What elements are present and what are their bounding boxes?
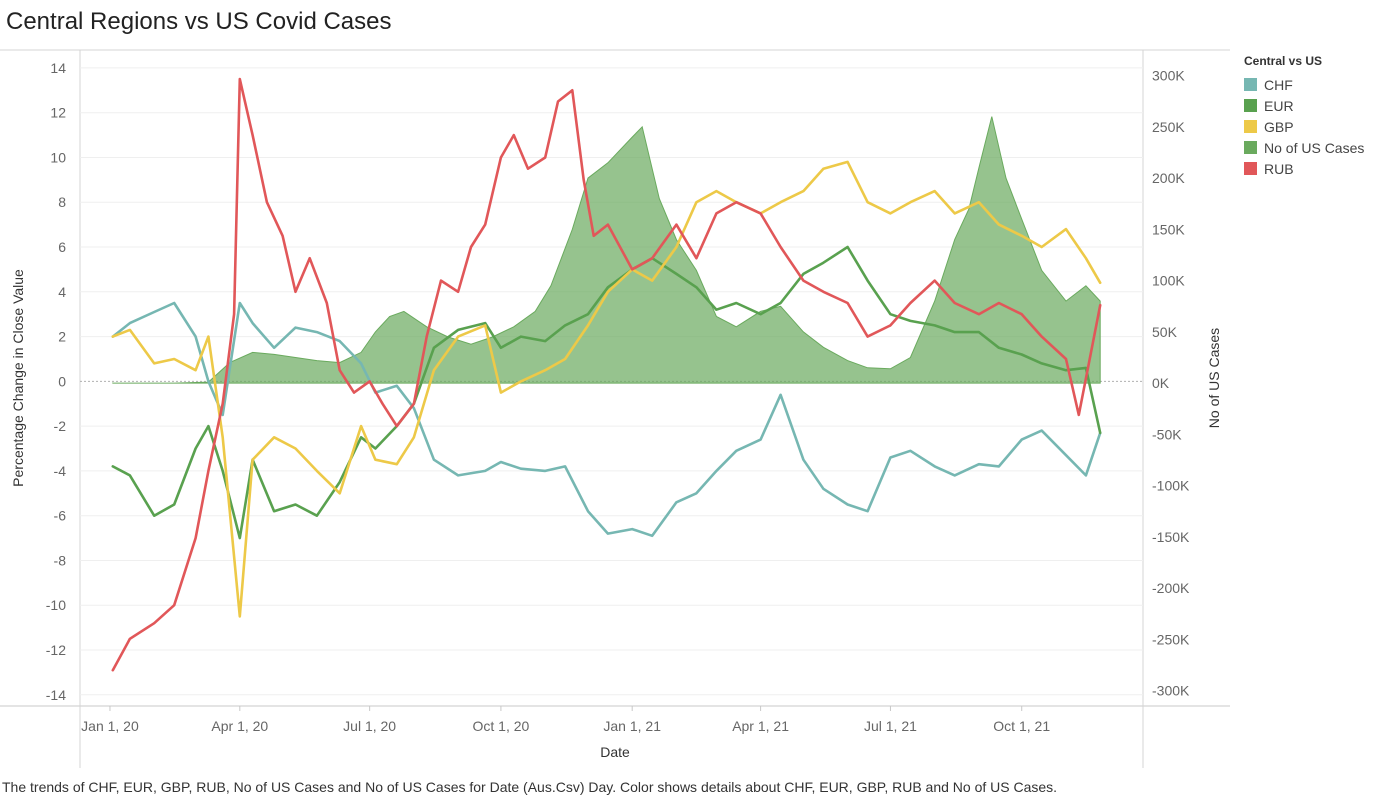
legend-item[interactable]: EUR [1244, 95, 1364, 116]
chart-caption: The trends of CHF, EUR, GBP, RUB, No of … [2, 779, 1058, 795]
x-tick-label: Apr 1, 20 [211, 718, 268, 734]
x-axis-ticks: Jan 1, 20 Apr 1, 20 Jul 1, 20 Oct 1, 20 Jan … [81, 706, 1050, 734]
us-cases-area-layer [111, 116, 1101, 384]
legend-label: No of US Cases [1264, 139, 1365, 156]
legend-item[interactable]: CHF [1244, 74, 1364, 95]
y2-tick-label: -100K [1152, 478, 1190, 494]
x-tick-label: Jan 1, 21 [603, 718, 661, 734]
no-of-us-cases-area [111, 116, 1101, 384]
y-tick-label: -8 [54, 552, 67, 568]
y-tick-label: -10 [46, 597, 66, 613]
y-axis-title: Percentage Change in Close Value [10, 269, 26, 487]
legend-item[interactable]: RUB [1244, 158, 1364, 179]
y2-tick-label: 100K [1152, 273, 1185, 289]
y-tick-label: 8 [58, 194, 66, 210]
legend-swatch [1244, 141, 1257, 154]
chf-line [111, 301, 1102, 538]
y2-axis-title: No of US Cases [1206, 328, 1222, 428]
x-tick-label: Oct 1, 21 [993, 718, 1050, 734]
y2-tick-label: -50K [1152, 426, 1182, 442]
y-tick-label: 12 [50, 105, 66, 121]
legend-swatch [1244, 120, 1257, 133]
y-tick-label: 6 [58, 239, 66, 255]
y2-tick-label: -200K [1152, 580, 1190, 596]
y2-tick-label: 300K [1152, 68, 1185, 84]
legend: Central vs US CHF EUR GBP No of US Cases RUB [1244, 54, 1364, 179]
y2-tick-label: 200K [1152, 170, 1185, 186]
y-tick-label: 0 [58, 373, 66, 389]
y-tick-label: -12 [46, 642, 66, 658]
legend-item[interactable]: GBP [1244, 116, 1364, 137]
y-tick-label: 10 [50, 149, 66, 165]
plot-frame [0, 49, 1230, 768]
y-tick-label: 2 [58, 329, 66, 345]
right-axis-ticks: 300K 250K 200K 150K 100K 50K 0K -50K -100K -150K -… [1152, 68, 1190, 699]
y-tick-label: -14 [46, 687, 66, 703]
left-axis-ticks: 14 12 10 8 6 4 2 0 -2 -4 -6 -8 -10 -12 -14 [46, 60, 66, 703]
x-tick-label: Apr 1, 21 [732, 718, 789, 734]
y2-tick-label: 0K [1152, 375, 1170, 391]
legend-label: RUB [1264, 160, 1294, 177]
chart-title: Central Regions vs US Covid Cases [6, 8, 392, 35]
y2-tick-label: -300K [1152, 683, 1190, 699]
x-axis-title: Date [600, 744, 630, 760]
x-tick-label: Jan 1, 20 [81, 718, 139, 734]
gbp-line [111, 160, 1102, 618]
y-tick-label: 14 [50, 60, 66, 76]
legend-swatch [1244, 99, 1257, 112]
y2-tick-label: 150K [1152, 221, 1185, 237]
legend-items: CHF EUR GBP No of US Cases RUB [1244, 74, 1364, 179]
legend-label: EUR [1264, 97, 1294, 114]
legend-swatch [1244, 78, 1257, 91]
y-tick-label: -4 [54, 463, 67, 479]
y-tick-label: 4 [58, 284, 66, 300]
legend-label: GBP [1264, 118, 1294, 135]
legend-label: CHF [1264, 76, 1293, 93]
x-tick-label: Jul 1, 20 [343, 718, 396, 734]
y2-tick-label: -150K [1152, 529, 1190, 545]
rub-line [111, 77, 1102, 672]
legend-title: Central vs US [1244, 54, 1323, 68]
x-tick-label: Oct 1, 20 [473, 718, 530, 734]
y-tick-label: -2 [54, 418, 67, 434]
y2-tick-label: 50K [1152, 324, 1178, 340]
y2-tick-label: 250K [1152, 119, 1185, 135]
currency-lines-layer [111, 77, 1102, 672]
legend-item[interactable]: No of US Cases [1244, 137, 1364, 158]
x-tick-label: Jul 1, 21 [864, 718, 917, 734]
y2-tick-label: -250K [1152, 631, 1190, 647]
legend-swatch [1244, 162, 1257, 175]
y-tick-label: -6 [54, 508, 67, 524]
